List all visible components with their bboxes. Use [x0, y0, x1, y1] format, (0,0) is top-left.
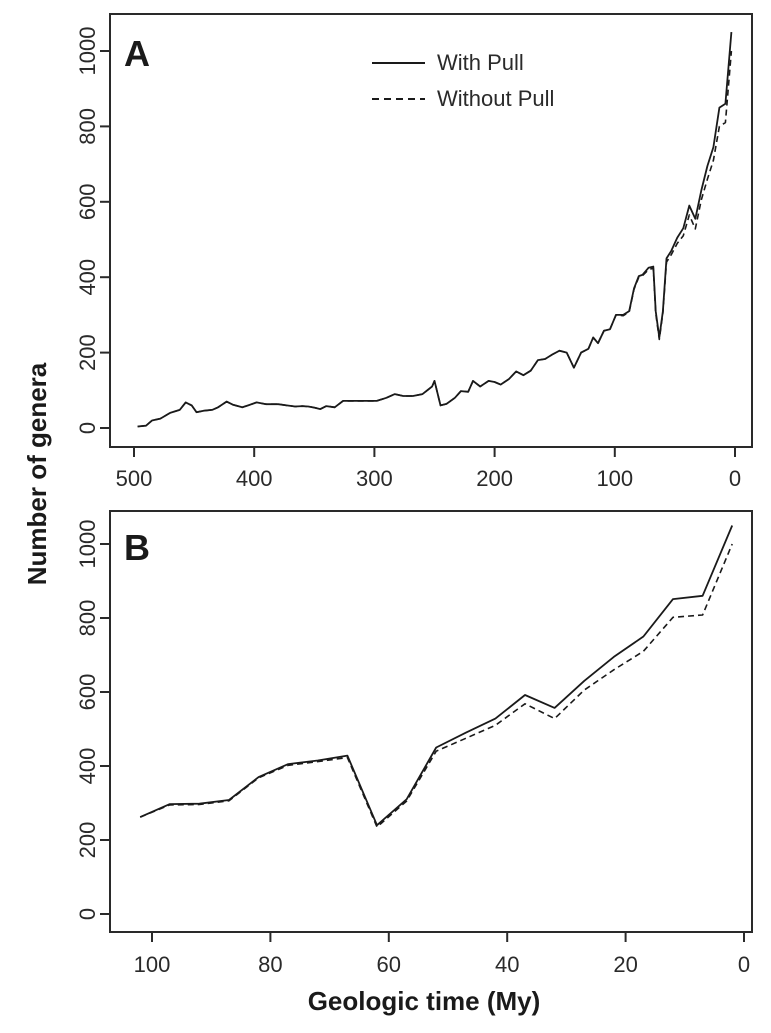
panel-a-x-tick-label: 200 [476, 466, 513, 491]
panel-b-x-tick-label: 20 [613, 952, 637, 977]
panel-b-y-tick-label: 200 [75, 822, 100, 859]
panel-b-y-tick-label: 600 [75, 674, 100, 711]
panel-b-y-tick-label: 800 [75, 600, 100, 637]
panel-b-y-tick-label: 400 [75, 748, 100, 785]
panel-a-x-tick-label: 100 [596, 466, 633, 491]
panel-a-letter: A [124, 33, 150, 74]
panel-a-x-tick-label: 400 [236, 466, 273, 491]
legend: With Pull Without Pull [372, 50, 554, 111]
panel-b-x-tick-label: 100 [134, 952, 171, 977]
y-axis-title: Number of genera [22, 362, 52, 585]
legend-label-without-pull: Without Pull [437, 86, 554, 111]
panel-b-y-tick-label: 0 [75, 908, 100, 920]
panel-a-series-without-pull [137, 50, 733, 428]
panel-a-y-tick-label: 800 [75, 108, 100, 145]
panel-b-x-tick-label: 0 [738, 952, 750, 977]
panel-a-y-tick-label: 200 [75, 334, 100, 371]
panel-a-x-tick-label: 500 [116, 466, 153, 491]
x-axis-title: Geologic time (My) [308, 986, 541, 1016]
panel-b-series-with-pull [139, 525, 734, 827]
panel-a-y-tick-label: 600 [75, 183, 100, 220]
panel-a-y-tick-label: 1000 [75, 27, 100, 76]
panel-a-x-tick-label: 0 [729, 466, 741, 491]
panel-b-letter: B [124, 527, 150, 568]
panel-a-plot-frame [109, 13, 753, 448]
panel-b-series-without-pull [139, 543, 733, 828]
panel-b-x-tick-label: 80 [258, 952, 282, 977]
panel-b-plot-frame [109, 510, 753, 933]
panel-a-y-tick-label: 400 [75, 259, 100, 296]
panel-a-y-tick-label: 0 [75, 422, 100, 434]
panel-b-x-tick-label: 40 [495, 952, 519, 977]
panel-a-x-tick-label: 300 [356, 466, 393, 491]
panel-b-y-tick-label: 1000 [75, 520, 100, 569]
panel-a-series-with-pull [137, 32, 733, 428]
panel-b-x-tick-label: 60 [377, 952, 401, 977]
legend-label-with-pull: With Pull [437, 50, 524, 75]
